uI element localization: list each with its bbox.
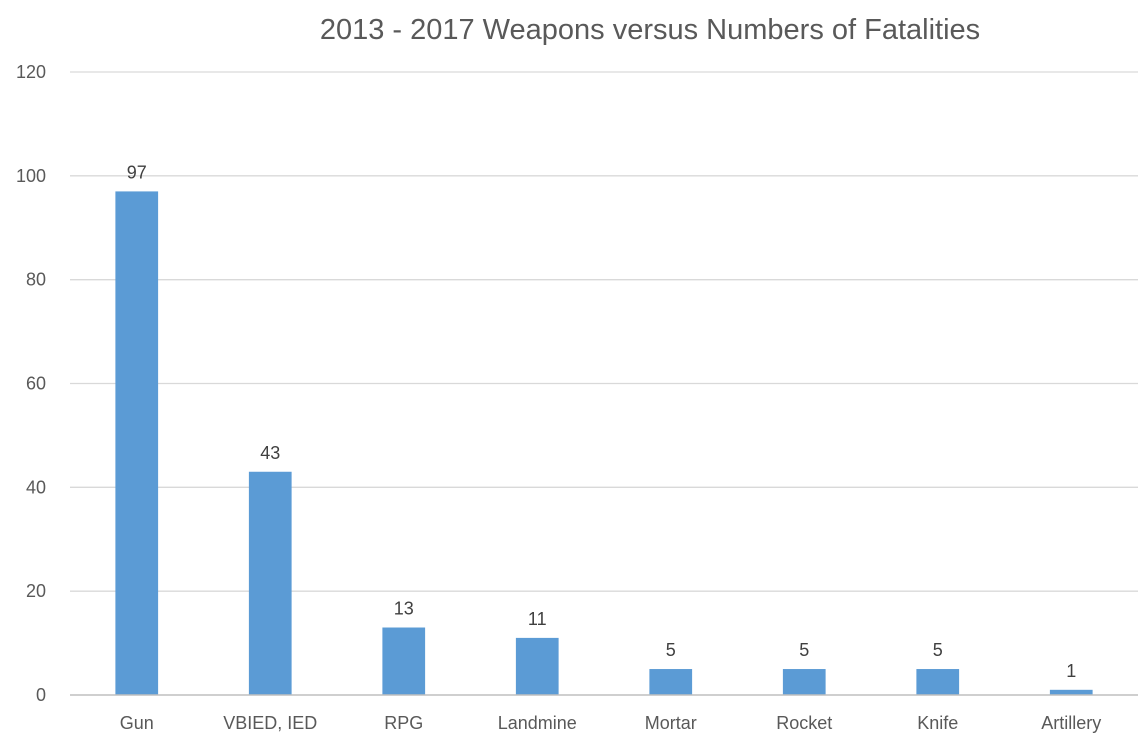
y-tick-label: 20 [26,581,46,601]
data-label: 5 [799,640,809,660]
y-axis-tick-labels: 0 20 40 60 80 100 120 [16,62,46,705]
data-label: 11 [528,609,547,629]
bar-rpg [382,627,426,695]
x-category-label: Knife [917,713,958,733]
y-tick-label: 100 [16,166,46,186]
x-axis-category-labels: Gun VBIED, IED RPG Landmine Mortar Rocket Knif… [120,713,1102,733]
x-category-label: Rocket [776,713,832,733]
x-category-label: Artillery [1041,713,1101,733]
x-category-label: Landmine [498,713,577,733]
y-tick-label: 120 [16,62,46,82]
x-category-label: VBIED, IED [223,713,317,733]
bar-artillery [1049,689,1093,695]
bar-mortar [649,669,693,695]
data-labels: 97 43 13 11 5 5 5 1 [127,162,1077,680]
bar-gun [115,191,159,696]
data-label: 43 [260,443,280,463]
data-label: 13 [394,599,414,619]
data-label: 5 [666,640,676,660]
y-tick-label: 40 [26,477,46,497]
x-category-label: RPG [384,713,423,733]
y-tick-label: 80 [26,270,46,290]
x-category-label: Gun [120,713,154,733]
bar-knife [916,669,960,695]
y-tick-label: 60 [26,374,46,394]
data-label: 97 [127,162,147,182]
chart-title: 2013 - 2017 Weapons versus Numbers of Fa… [319,14,981,46]
bars [115,191,1093,696]
data-label: 1 [1066,661,1076,681]
gridlines [70,71,1138,592]
y-tick-label: 0 [36,685,46,705]
x-category-label: Mortar [645,713,697,733]
bar-rocket [782,669,826,695]
bar-landmine [515,637,559,695]
bar-vbied-ied [248,471,292,695]
data-label: 5 [933,640,943,660]
